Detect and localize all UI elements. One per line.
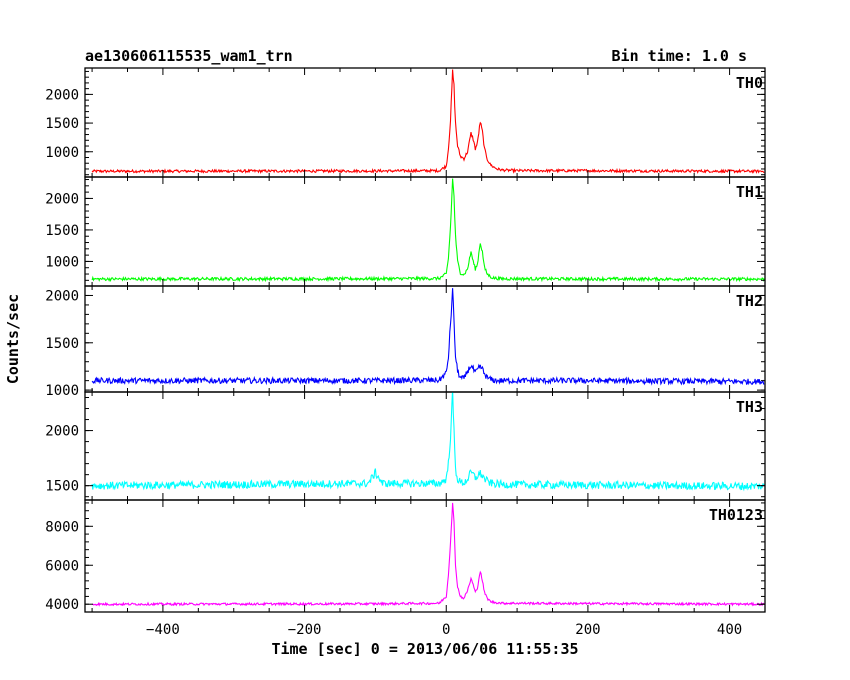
panel-th0-label: TH0	[736, 74, 763, 92]
panel-th3-ytick-label: 2000	[45, 424, 79, 440]
panel-th2: 1000 1500 2000 TH2	[45, 285, 766, 399]
panel-th2-ytick-label: 1000	[45, 383, 79, 399]
panel-th0-frame	[84, 67, 766, 178]
panel-th2-label: TH2	[736, 292, 763, 310]
panel-th1-ytick-label: 1500	[45, 223, 79, 239]
panel-th0123-ytick-label: 8000	[45, 519, 79, 535]
x-tick-label: 200	[575, 622, 600, 638]
panel-th2-ytick-label: 2000	[45, 288, 79, 304]
chart-subtitle: Bin time: 1.0 s	[612, 47, 747, 65]
panel-th0-ytick-label: 2000	[45, 87, 79, 103]
panel-th3-label: TH3	[736, 398, 763, 416]
panel-th1-series-line	[91, 178, 765, 283]
panel-th1-label: TH1	[736, 183, 763, 201]
panel-th0-series-line	[91, 69, 765, 174]
panel-th0123-ytick-label: 6000	[45, 558, 79, 574]
panel-th3: 1500 2000 TH3	[45, 391, 766, 501]
panel-th3-ytick-label: 1500	[45, 479, 79, 495]
panel-th2-ytick-label: 1500	[45, 336, 79, 352]
panel-th0123-frame	[84, 499, 766, 613]
panel-th0-ytick-label: 1500	[45, 116, 79, 132]
panel-th0123: 4000 6000 8000 TH0123	[45, 499, 766, 613]
x-tick-label: 400	[717, 622, 742, 638]
panel-th1-frame	[84, 176, 766, 287]
panel-th1: 1000 1500 2000 TH1	[45, 176, 766, 287]
panel-th2-series-line	[91, 288, 765, 386]
panel-th2-frame	[84, 285, 766, 393]
x-tick-label: −400	[146, 622, 180, 638]
chart-title: ae130606115535_wam1_trn	[85, 47, 293, 65]
panel-th3-series-line	[91, 392, 765, 492]
panel-th0123-label: TH0123	[709, 506, 763, 524]
x-axis-label: Time [sec] 0 = 2013/06/06 11:55:35	[271, 640, 578, 658]
panel-th0123-series-line	[91, 502, 765, 607]
panel-th0123-ytick-label: 4000	[45, 597, 79, 613]
x-tick-label: 0	[442, 622, 450, 638]
panel-th1-ytick-label: 1000	[45, 254, 79, 270]
panel-th0-ytick-label: 1000	[45, 145, 79, 161]
panel-th1-ytick-label: 2000	[45, 191, 79, 207]
panel-th0: 1000 1500 2000 TH0	[45, 67, 766, 178]
x-tick-label: −200	[288, 622, 322, 638]
y-axis-label: Counts/sec	[4, 294, 22, 384]
